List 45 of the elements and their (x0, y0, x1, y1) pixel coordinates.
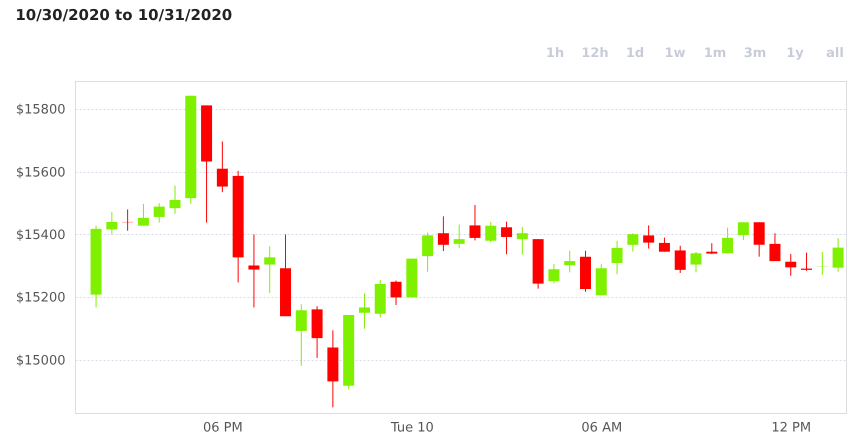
y-tick-label: $15200 (16, 290, 66, 306)
candlestick (296, 304, 307, 366)
candlestick (138, 203, 149, 226)
candlestick (501, 221, 512, 255)
candlestick (785, 253, 796, 276)
candlestick (643, 224, 654, 250)
candlestick (422, 232, 434, 272)
candlestick (122, 208, 134, 232)
candlestick (706, 242, 718, 255)
candlestick (248, 234, 260, 308)
candlestick (216, 140, 228, 193)
y-tick-label: $15600 (16, 165, 66, 180)
candlestick (358, 292, 370, 330)
candlestick (438, 216, 449, 252)
candlestick (106, 211, 118, 235)
y-tick-label: $15400 (16, 228, 66, 243)
x-tick-label: Tue 10 (390, 420, 434, 436)
chart-title: 10/30/2020 to 10/31/2020 (15, 6, 232, 24)
candlestick (264, 246, 276, 294)
candlestick (485, 221, 496, 243)
candlestick (154, 202, 165, 224)
candlestick (469, 204, 480, 241)
candlestick (722, 227, 734, 254)
candlestick (769, 232, 780, 262)
candlestick (612, 240, 623, 275)
candlestick (738, 222, 749, 241)
y-tick-label: $15800 (16, 102, 66, 118)
candlestick (390, 280, 402, 306)
x-tick-label: 12 PM (771, 420, 812, 436)
candlestick (832, 238, 844, 272)
x-tick-label: 06 AM (581, 420, 622, 436)
candlestick (690, 252, 702, 273)
candlestick (658, 237, 670, 252)
x-tick-label: 06 PM (202, 420, 243, 436)
candlestick (548, 263, 560, 284)
candlestick (564, 250, 576, 273)
candlestick (801, 252, 812, 272)
candlestick (674, 245, 686, 274)
candlestick (169, 185, 180, 214)
candlestick (754, 222, 765, 258)
candlestick (627, 232, 638, 252)
candlestick (816, 252, 828, 276)
candlestick (516, 226, 528, 256)
candlestick (454, 224, 465, 249)
y-tick-label: $15000 (16, 353, 66, 368)
